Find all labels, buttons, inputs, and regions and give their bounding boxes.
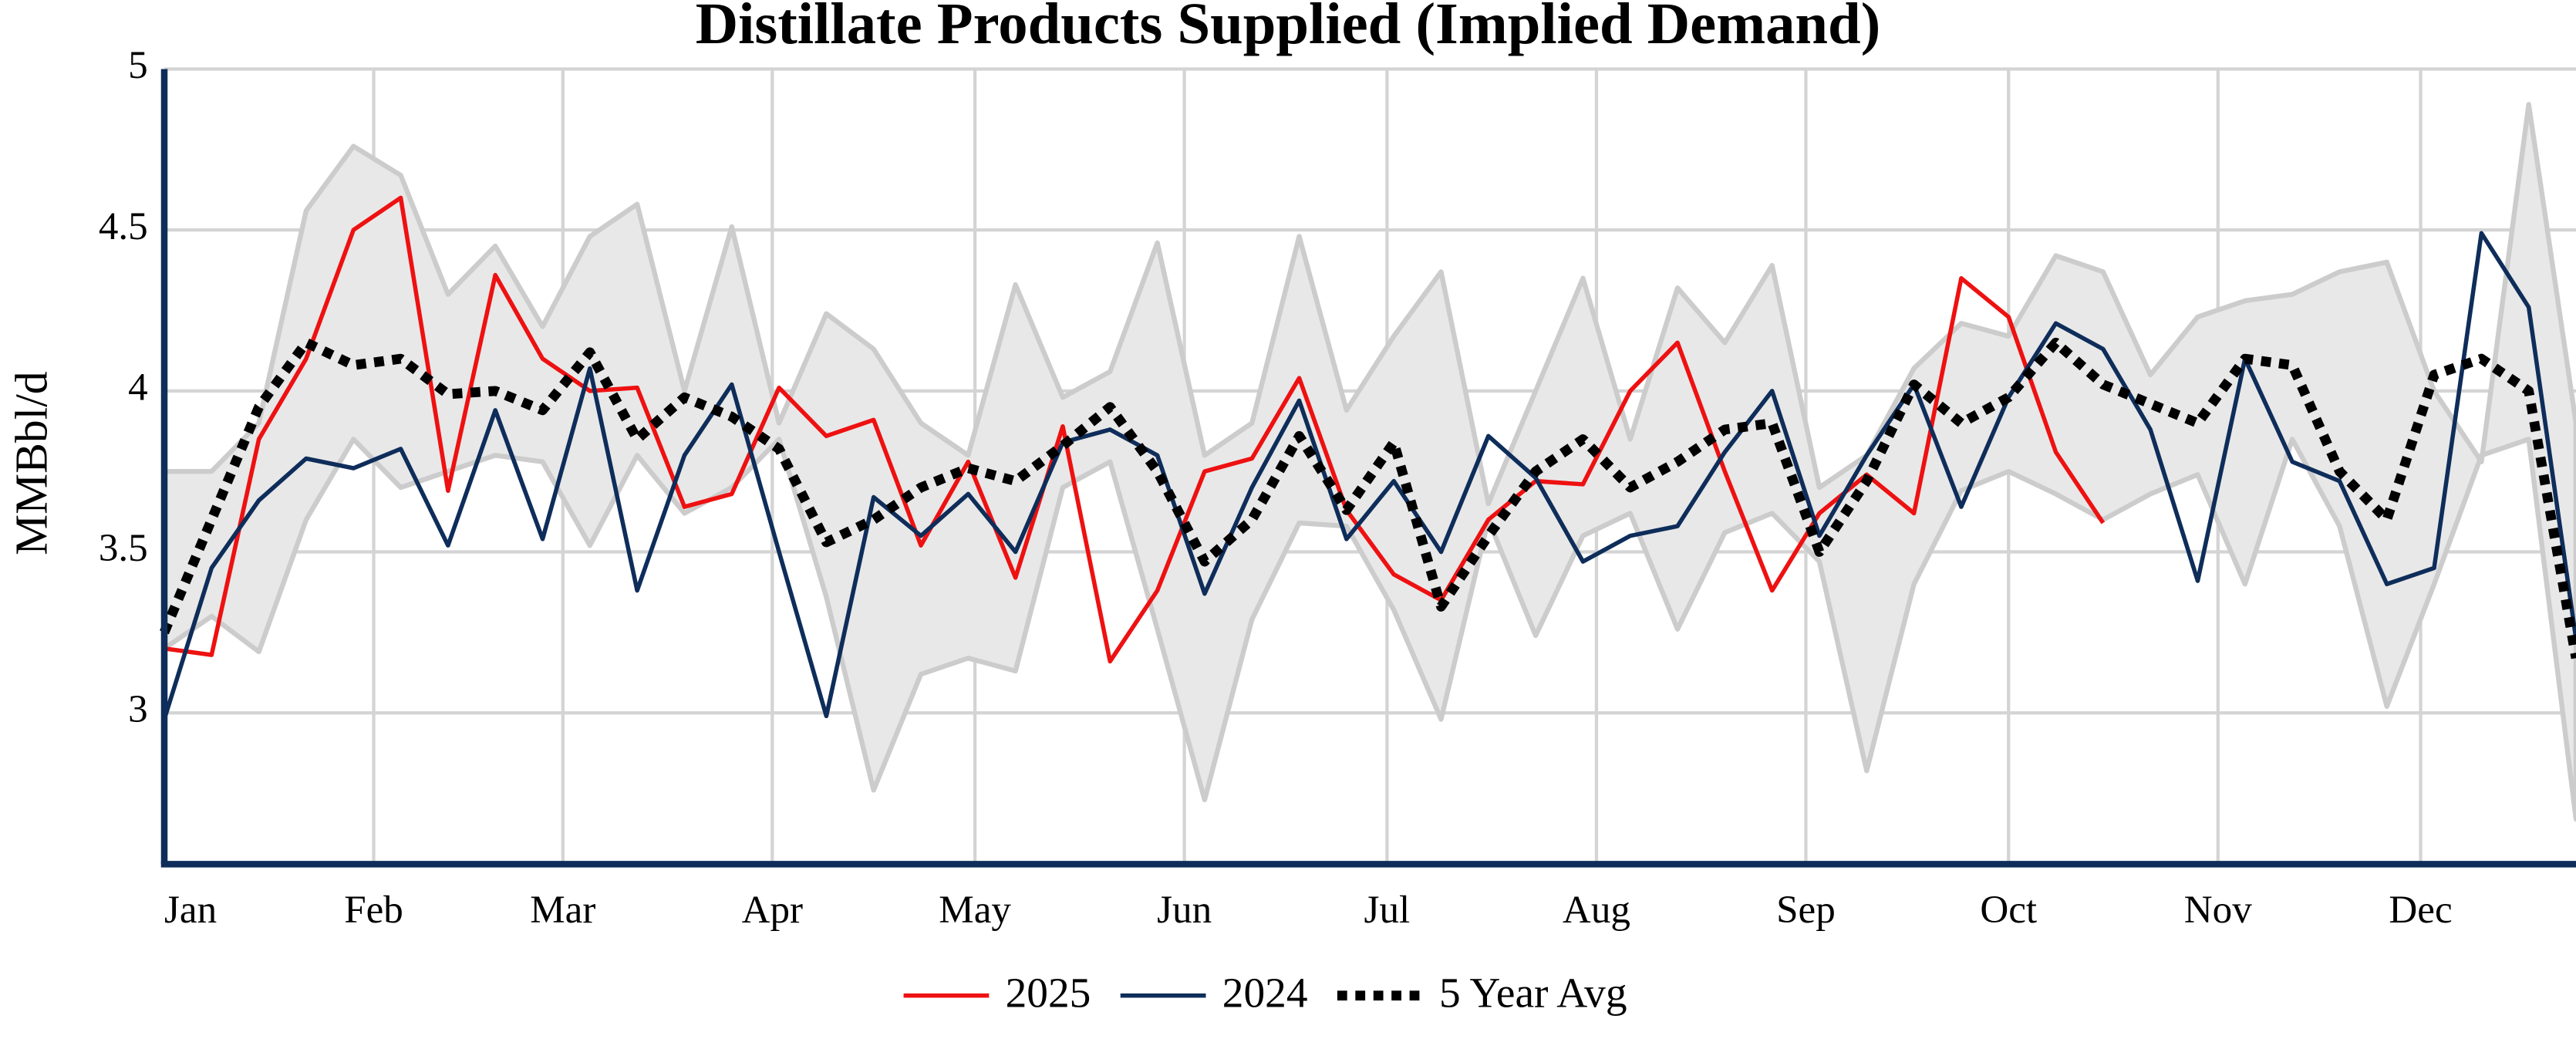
series-line (162, 231, 2576, 720)
y-tick-label: 5 (128, 43, 148, 87)
x-tick-label: Jun (1157, 888, 1212, 932)
legend-label: 2025 (1006, 970, 1091, 1017)
x-tick-label: Oct (1980, 888, 2037, 932)
x-tick-label: Nov (2184, 888, 2252, 932)
y-tick-label: 3 (128, 687, 148, 731)
x-tick-label: Aug (1563, 888, 1630, 932)
y-tick-label: 4.5 (99, 204, 148, 248)
y-axis-label: MMBbl/d (6, 371, 57, 555)
range-band (161, 102, 2576, 822)
x-tick-label: Mar (530, 888, 595, 932)
series-line (164, 195, 2106, 664)
legend-label: 2024 (1222, 970, 1308, 1017)
x-tick-label: Apr (742, 888, 803, 932)
y-tick-label: 4 (128, 366, 148, 410)
series-line (160, 337, 2576, 659)
chart-title: Distillate Products Supplied (Implied De… (696, 0, 1880, 56)
x-tick-label: Jul (1364, 888, 1411, 932)
legend: 2025 2024 5 Year Avg (903, 970, 1627, 1017)
x-tick-label: Feb (344, 888, 403, 932)
legend-label: 5 Year Avg (1439, 970, 1627, 1017)
x-tick-label: Dec (2389, 888, 2452, 932)
x-tick-label: May (939, 888, 1011, 932)
x-tick-label: Sep (1776, 888, 1836, 932)
y-tick-label: 3.5 (99, 526, 148, 570)
x-tick-label: Jan (164, 888, 217, 932)
